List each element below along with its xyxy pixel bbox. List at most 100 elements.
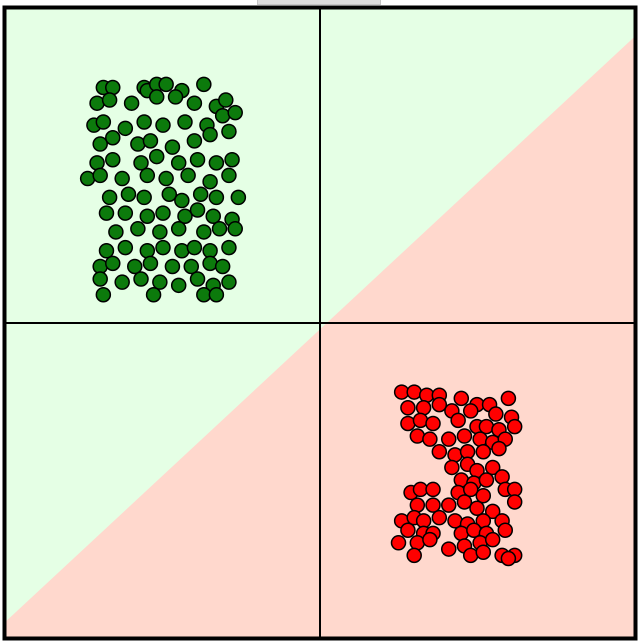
green-point xyxy=(117,239,134,256)
green-point xyxy=(205,208,221,224)
red-point xyxy=(484,503,501,520)
green-point xyxy=(224,151,240,168)
green-point xyxy=(170,277,187,294)
red-point xyxy=(462,481,479,498)
green-point xyxy=(221,167,237,184)
red-point xyxy=(440,541,457,557)
red-point xyxy=(409,535,426,551)
green-point xyxy=(196,224,212,240)
green-point xyxy=(79,170,96,187)
green-point xyxy=(202,173,218,190)
green-point xyxy=(117,205,134,221)
green-point xyxy=(208,189,225,206)
red-point xyxy=(450,412,466,429)
green-point xyxy=(189,151,206,168)
red-point xyxy=(475,443,492,460)
green-point xyxy=(142,255,159,272)
green-point xyxy=(136,189,152,206)
green-point xyxy=(170,155,187,171)
red-point xyxy=(412,412,429,429)
green-point xyxy=(189,271,206,287)
green-point xyxy=(158,76,174,93)
red-point xyxy=(478,472,495,488)
green-point xyxy=(211,221,228,237)
green-point xyxy=(105,129,121,146)
green-point xyxy=(92,271,108,287)
red-point xyxy=(462,547,479,564)
red-point xyxy=(431,396,448,413)
green-point xyxy=(202,255,218,272)
green-point xyxy=(142,133,159,149)
red-point xyxy=(475,544,492,560)
red-point xyxy=(444,459,460,476)
green-point xyxy=(101,92,118,108)
red-point xyxy=(453,390,470,407)
green-point xyxy=(117,120,134,137)
red-point xyxy=(431,509,448,526)
red-point xyxy=(422,431,438,447)
green-point xyxy=(186,239,203,256)
green-point xyxy=(155,205,171,221)
green-point xyxy=(89,95,105,111)
green-point xyxy=(95,286,112,303)
green-point xyxy=(120,186,137,203)
green-point xyxy=(152,224,168,240)
red-point xyxy=(500,550,517,567)
green-point xyxy=(177,208,193,224)
green-point xyxy=(214,108,231,124)
red-point xyxy=(506,418,523,435)
red-point xyxy=(400,415,416,432)
green-point xyxy=(208,286,225,303)
red-point xyxy=(456,494,473,510)
red-point xyxy=(422,531,438,548)
green-point xyxy=(183,258,200,275)
red-point xyxy=(462,403,479,419)
red-point xyxy=(425,481,441,498)
red-point xyxy=(440,431,457,447)
green-point xyxy=(227,221,243,237)
green-point xyxy=(105,255,121,272)
red-point xyxy=(491,440,507,457)
green-point xyxy=(202,126,218,143)
red-point xyxy=(478,418,495,435)
green-point xyxy=(208,155,225,171)
red-point xyxy=(488,406,504,422)
green-point xyxy=(139,208,156,224)
red-point xyxy=(475,487,492,504)
green-point xyxy=(158,170,174,187)
green-point xyxy=(221,239,237,256)
green-point xyxy=(139,167,156,184)
green-point xyxy=(95,114,112,130)
red-point xyxy=(453,525,470,542)
green-point xyxy=(139,243,156,259)
green-point xyxy=(148,89,165,105)
green-point xyxy=(155,239,171,256)
green-point xyxy=(108,224,124,240)
green-point xyxy=(101,189,118,206)
red-point xyxy=(447,447,463,463)
red-point xyxy=(466,522,482,538)
red-point xyxy=(472,431,488,447)
top-tab-edge xyxy=(257,0,381,5)
green-point xyxy=(170,221,187,237)
green-point xyxy=(133,271,149,287)
red-point xyxy=(500,390,517,407)
green-point xyxy=(148,148,165,165)
green-point xyxy=(164,258,181,275)
green-point xyxy=(155,117,171,133)
red-point xyxy=(406,384,422,400)
green-point xyxy=(126,258,143,275)
green-point xyxy=(186,95,203,111)
green-point xyxy=(92,136,108,152)
red-point xyxy=(409,497,426,513)
green-point xyxy=(114,274,130,290)
red-point xyxy=(400,400,416,416)
green-point xyxy=(98,243,115,259)
green-point xyxy=(192,186,209,203)
green-point xyxy=(136,114,152,130)
green-point xyxy=(145,286,162,303)
red-point xyxy=(497,522,514,538)
green-point xyxy=(189,202,206,218)
red-point xyxy=(406,547,422,564)
